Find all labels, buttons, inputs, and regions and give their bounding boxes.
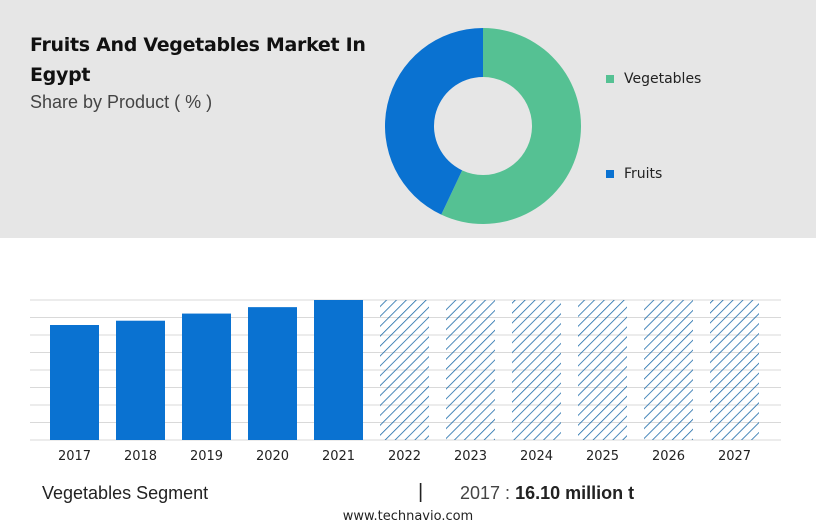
- stat-value: 16.10 million t: [515, 483, 635, 503]
- bar-2027: [710, 300, 759, 440]
- bar-2019: [182, 313, 231, 440]
- x-tick-2022: 2022: [388, 449, 421, 464]
- x-tick-2026: 2026: [652, 449, 685, 464]
- legend-swatch-vegetables: [606, 75, 614, 83]
- source-link[interactable]: www.technavio.com: [342, 509, 474, 524]
- bar-2017: [50, 325, 99, 440]
- x-tick-2017: 2017: [58, 449, 91, 464]
- legend-item-vegetables: Vegetables: [606, 71, 701, 87]
- chart-title: Fruits And Vegetables Market In Egypt: [30, 34, 366, 86]
- bar-2023: [446, 300, 495, 440]
- bar-2026: [644, 300, 693, 440]
- bar-2021: [314, 300, 363, 440]
- x-tick-2018: 2018: [124, 449, 157, 464]
- segment-label: Vegetables Segment: [42, 483, 209, 503]
- x-tick-2019: 2019: [190, 449, 223, 464]
- segment-stat: 2017 : 16.10 million t: [460, 483, 634, 504]
- legend-label-vegetables: Vegetables: [624, 71, 702, 87]
- bar-2024: [512, 300, 561, 440]
- x-tick-2025: 2025: [586, 449, 619, 464]
- x-tick-2027: 2027: [718, 449, 751, 464]
- donut-slice-fruits: [385, 28, 483, 215]
- x-tick-2020: 2020: [256, 449, 289, 464]
- x-tick-2021: 2021: [322, 449, 355, 464]
- bar-2018: [116, 320, 165, 440]
- stat-year: 2017 :: [460, 483, 511, 503]
- bar-2022: [380, 300, 429, 440]
- donut-slice-vegetables: [441, 28, 581, 224]
- donut-chart: [385, 28, 581, 224]
- header-panel: Fruits And Vegetables Market In Egypt Sh…: [0, 0, 816, 238]
- bar-2025: [578, 300, 627, 440]
- footer-separator: |: [418, 481, 424, 503]
- legend-item-fruits: Fruits: [606, 166, 662, 182]
- x-tick-2023: 2023: [454, 449, 487, 464]
- chart-subtitle: Share by Product ( % ): [30, 92, 213, 112]
- bar-chart: 2017 2018 2019 2020 2021 2022 2023 2024 2025 2026…: [30, 299, 781, 464]
- bar-2020: [248, 307, 297, 440]
- legend-swatch-fruits: [606, 170, 614, 178]
- x-tick-2024: 2024: [520, 449, 553, 464]
- legend-label-fruits: Fruits: [624, 166, 663, 182]
